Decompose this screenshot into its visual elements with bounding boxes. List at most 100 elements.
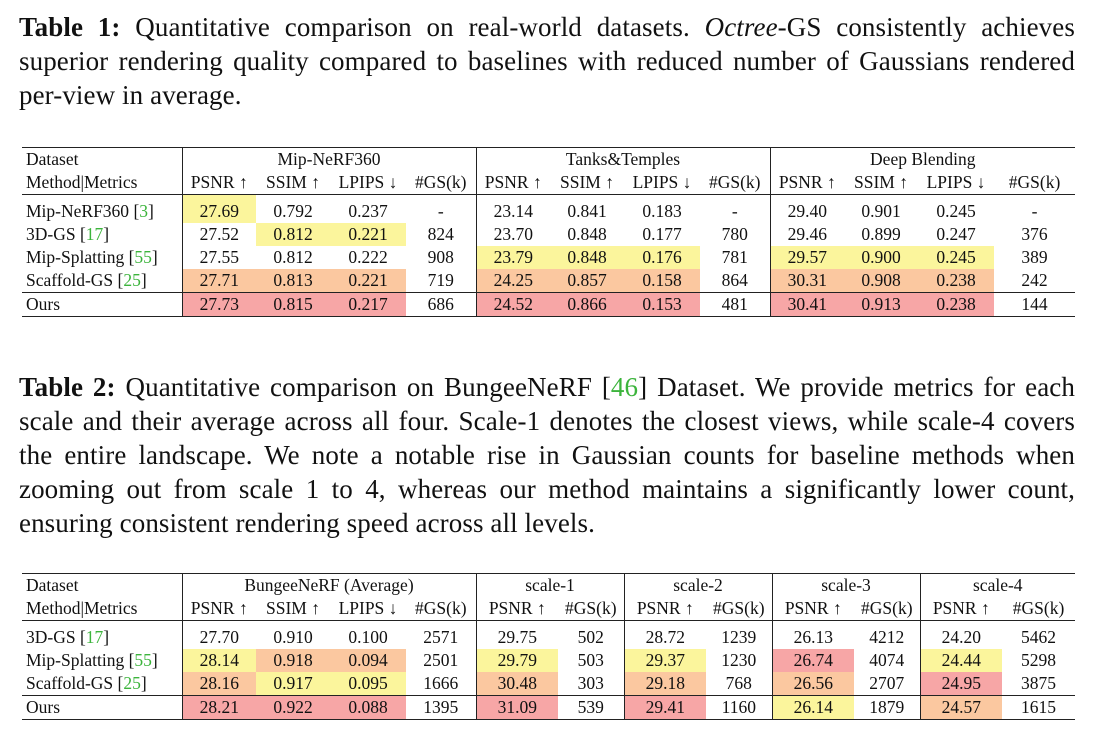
table-cell: 28.16 bbox=[181, 672, 256, 696]
table2-group-header: scale-4 bbox=[919, 573, 1076, 597]
table1-caption: Table 1: Quantitative comparison on real… bbox=[19, 10, 1075, 112]
table1-header-row-metrics: Method|Metrics PSNR ↑ SSIM ↑ LPIPS ↓ #GS… bbox=[22, 171, 1076, 195]
metric-header: SSIM ↑ bbox=[256, 171, 330, 195]
table-cell: 0.158 bbox=[624, 269, 700, 293]
citation-link[interactable]: 17 bbox=[85, 224, 104, 244]
table1-method-header: Method|Metrics bbox=[22, 171, 182, 195]
table-cell: 0.221 bbox=[330, 223, 406, 246]
citation-link[interactable]: 3 bbox=[139, 201, 149, 221]
table-cell: 0.815 bbox=[256, 292, 330, 317]
table1-header-row-groups: Dataset Mip-NeRF360 Tanks&Temples Deep B… bbox=[22, 147, 1076, 171]
table-cell: 0.088 bbox=[330, 695, 406, 720]
table-cell: 0.913 bbox=[844, 292, 919, 317]
table-cell: 781 bbox=[721, 247, 748, 267]
table-row: Mip-Splatting [55] 28.14 0.918 0.094 2501 29.… bbox=[22, 649, 1075, 672]
table1-label: Table 1: bbox=[19, 12, 121, 42]
table-cell: 28.72 bbox=[623, 620, 707, 649]
table1-caption-method: Octree bbox=[704, 12, 778, 42]
table-row: 3D-GS [17] 27.52 0.812 0.221 824 23.70 0.848 0.… bbox=[22, 223, 1075, 246]
table-cell: 719 bbox=[427, 270, 454, 290]
table-cell: 389 bbox=[1021, 247, 1048, 267]
metric-header: PSNR ↑ bbox=[181, 597, 256, 621]
table-cell: 0.247 bbox=[936, 224, 976, 244]
citation-link[interactable]: 55 bbox=[134, 650, 152, 670]
table1-group-header: Tanks&Temples bbox=[475, 147, 771, 171]
table-cell: 2707 bbox=[869, 673, 905, 693]
table-cell: 502 bbox=[577, 627, 604, 647]
table-cell: 864 bbox=[721, 270, 748, 290]
table-cell: 24.20 bbox=[919, 620, 1003, 649]
table-cell: 1666 bbox=[423, 673, 459, 693]
table-cell: 0.176 bbox=[624, 246, 700, 269]
citation-link[interactable]: 25 bbox=[123, 673, 141, 693]
table-cell: - bbox=[1031, 201, 1038, 221]
table-cell: 242 bbox=[1021, 270, 1048, 290]
table-cell: 29.46 bbox=[769, 223, 845, 246]
citation-link[interactable]: 25 bbox=[123, 270, 141, 290]
citation-link[interactable]: 55 bbox=[134, 247, 152, 267]
table-cell: 1239 bbox=[721, 627, 757, 647]
table-cell: 0.221 bbox=[330, 269, 406, 293]
table1: Dataset Mip-NeRF360 Tanks&Temples Deep B… bbox=[22, 147, 1076, 317]
table-cell: 26.56 bbox=[771, 672, 855, 696]
table-cell: 0.841 bbox=[567, 201, 607, 221]
table-cell: 29.41 bbox=[623, 695, 707, 720]
citation-link[interactable]: 17 bbox=[85, 627, 104, 647]
metric-header: LPIPS ↓ bbox=[624, 171, 700, 195]
table-cell: 24.52 bbox=[475, 292, 550, 317]
table-cell: 0.095 bbox=[330, 672, 406, 696]
table-cell: 26.13 bbox=[771, 620, 855, 649]
table-cell: 31.09 bbox=[475, 695, 559, 720]
table2-header-row-metrics: Method|Metrics PSNR ↑ SSIM ↑ LPIPS ↓ #GS… bbox=[22, 597, 1076, 621]
table2-caption-ref[interactable]: 46 bbox=[610, 372, 639, 402]
metric-header: #GS(k) bbox=[1002, 597, 1076, 621]
table2-group-header: scale-3 bbox=[771, 573, 921, 597]
table-cell: 0.866 bbox=[550, 292, 624, 317]
table2-caption: Table 2: Quantitative comparison on Bung… bbox=[19, 372, 1075, 538]
table-cell: 26.14 bbox=[771, 695, 855, 720]
table-row: Mip-Splatting [55] 27.55 0.812 0.222 908 23.7… bbox=[22, 246, 1075, 269]
method-name: 3D-GS [17] bbox=[26, 627, 110, 647]
table-cell: 908 bbox=[427, 247, 454, 267]
table-cell: 27.69 bbox=[181, 194, 256, 223]
metric-header: PSNR ↑ bbox=[919, 597, 1003, 621]
table-cell: 0.245 bbox=[936, 201, 976, 221]
table-cell: 23.70 bbox=[475, 223, 550, 246]
metric-header: PSNR ↑ bbox=[771, 597, 855, 621]
metric-header: #GS(k) bbox=[406, 171, 476, 195]
method-name: Ours bbox=[22, 695, 182, 720]
table-cell: 0.177 bbox=[642, 224, 682, 244]
table2-caption-pre: Quantitative comparison on BungeeNeRF bbox=[125, 372, 592, 402]
table-cell: 23.79 bbox=[475, 246, 550, 269]
metric-header: PSNR ↑ bbox=[623, 597, 707, 621]
table-cell: 23.14 bbox=[475, 194, 550, 223]
table-cell: 1160 bbox=[706, 695, 773, 720]
table-cell: 28.21 bbox=[181, 695, 256, 720]
table2-label: Table 2: bbox=[19, 372, 116, 402]
table-cell: 27.73 bbox=[181, 292, 256, 317]
table-cell: 24.25 bbox=[475, 269, 550, 293]
metric-header: SSIM ↑ bbox=[844, 171, 919, 195]
table-cell: 1615 bbox=[1002, 695, 1076, 720]
table-cell: 24.44 bbox=[919, 649, 1003, 672]
table-cell: 0.238 bbox=[918, 269, 995, 293]
table-cell: 0.245 bbox=[918, 246, 995, 269]
method-name: Scaffold-GS [25] bbox=[26, 270, 147, 290]
table-cell: - bbox=[731, 201, 738, 221]
method-label: Scaffold-GS bbox=[26, 673, 114, 693]
method-name: Scaffold-GS [25] bbox=[26, 673, 147, 693]
table-row: Ours 27.73 0.815 0.217 686 24.52 0.866 0.153 481… bbox=[22, 292, 1076, 317]
method-name: Mip-Splatting [55] bbox=[26, 247, 158, 267]
metric-header: #GS(k) bbox=[406, 597, 477, 621]
table-cell: 0.922 bbox=[256, 695, 330, 720]
table2-group-header: BungeeNeRF (Average) bbox=[181, 573, 477, 597]
method-label: Mip-NeRF360 bbox=[26, 201, 130, 221]
table-cell: 29.79 bbox=[475, 649, 559, 672]
table-cell: 24.95 bbox=[919, 672, 1003, 696]
metric-header: #GS(k) bbox=[994, 171, 1076, 195]
table-cell: 0.100 bbox=[348, 627, 388, 647]
metric-header: PSNR ↑ bbox=[475, 171, 550, 195]
table-cell: 768 bbox=[725, 673, 752, 693]
table-cell: 27.70 bbox=[181, 620, 256, 649]
table-cell: 5462 bbox=[1021, 627, 1057, 647]
